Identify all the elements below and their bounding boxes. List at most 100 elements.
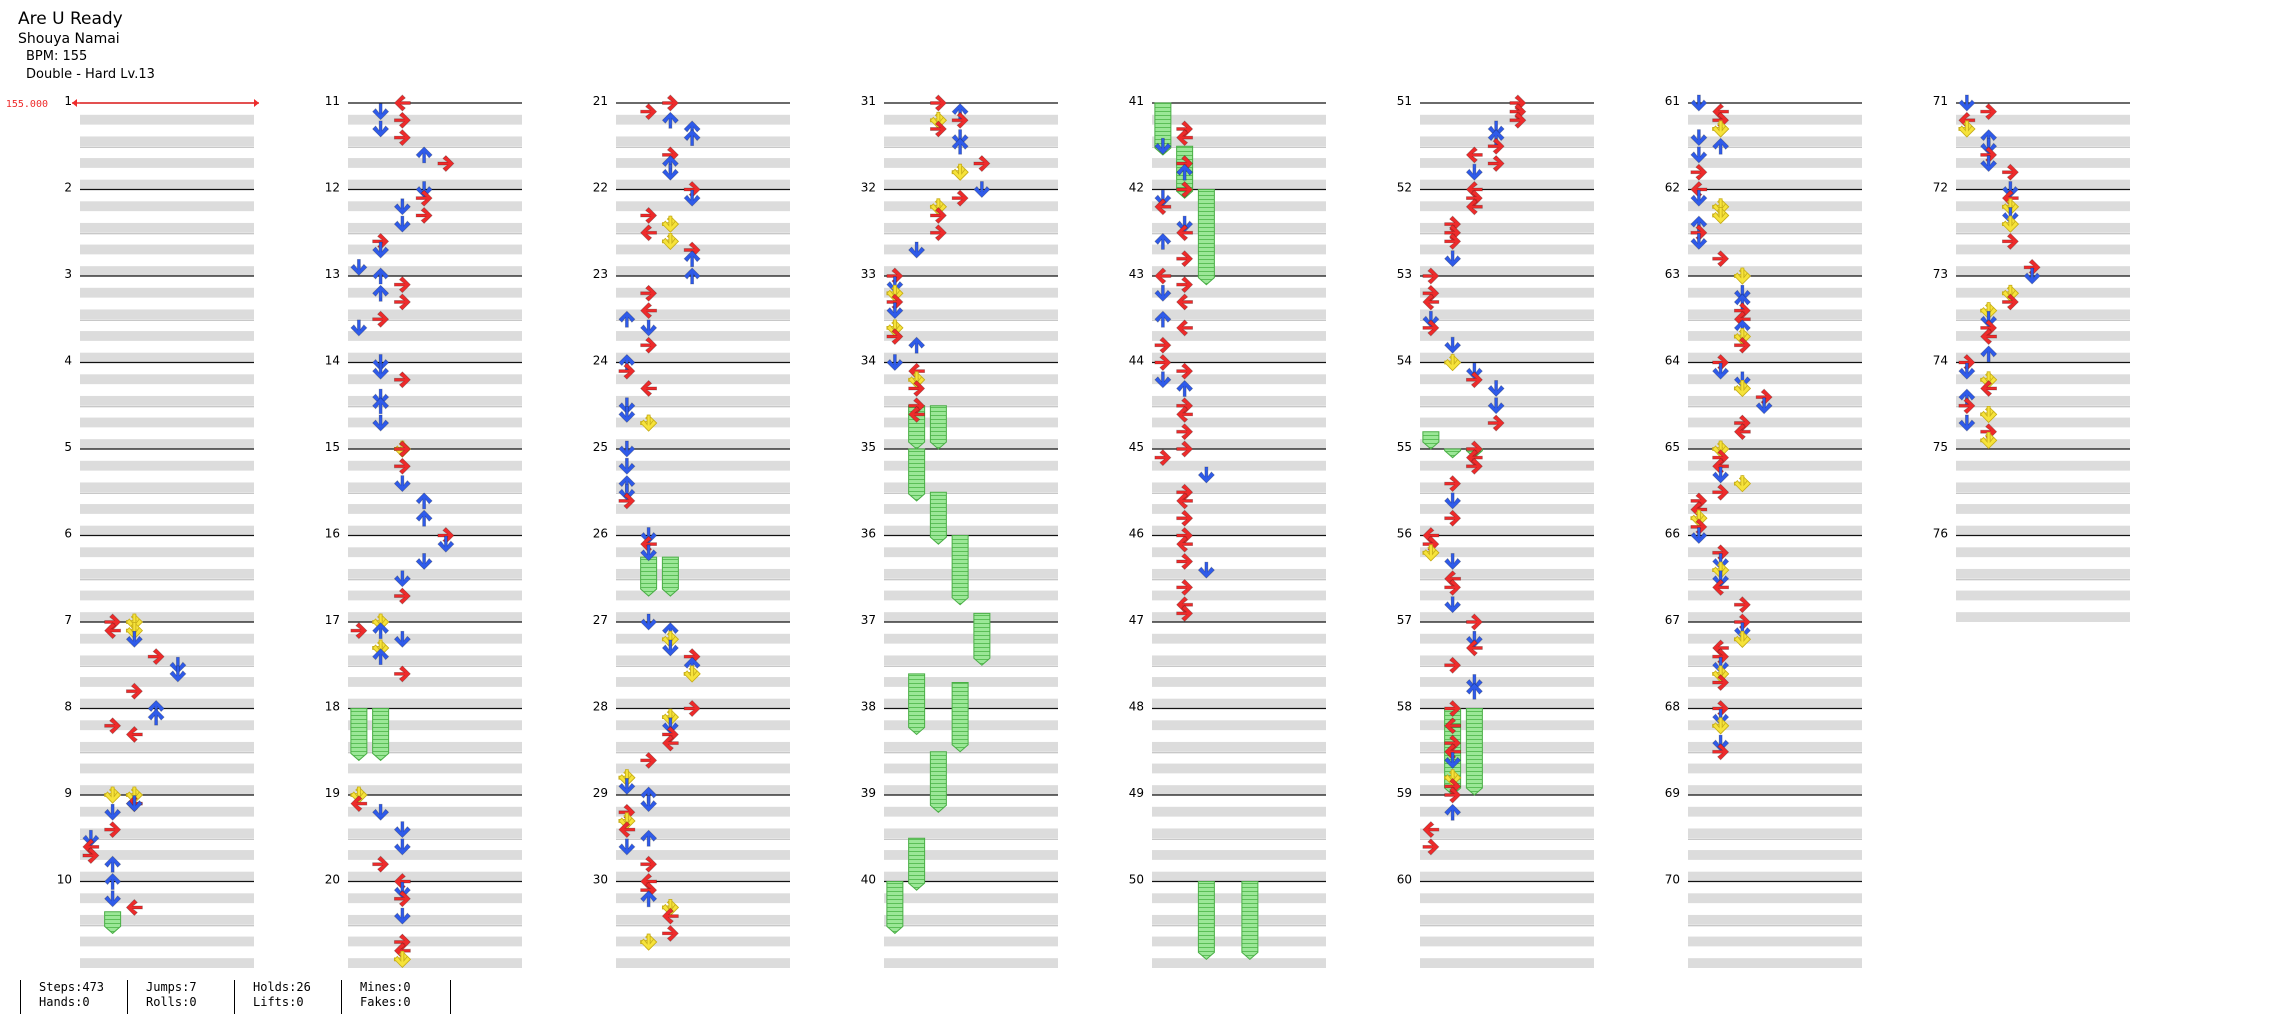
arrow-right-icon: [1733, 596, 1751, 614]
arrow-left-icon: [350, 795, 368, 813]
beat-band: [884, 590, 1058, 601]
arrow-down-icon: [372, 120, 390, 138]
hold-note: [973, 612, 991, 666]
arrow-down-icon: [169, 656, 187, 674]
arrow-down-icon: [2001, 207, 2019, 225]
beat-band: [1688, 806, 1862, 817]
arrow-right-icon: [393, 111, 411, 129]
beat-band: [616, 417, 790, 428]
beat-band: [1956, 179, 2130, 190]
beat-band: [1152, 222, 1326, 233]
beat-band: [1152, 633, 1326, 644]
measure-number: 71: [1933, 94, 1948, 108]
arrow-up-icon: [1444, 803, 1462, 821]
beat-band: [80, 460, 254, 471]
beat-band: [80, 179, 254, 190]
arrow-down-icon: [1690, 94, 1708, 112]
measure-number: 64: [1665, 354, 1680, 368]
arrow-down-icon: [661, 639, 679, 657]
beat-band: [80, 547, 254, 558]
beat-band: [80, 504, 254, 514]
beat-band: [616, 936, 790, 947]
measure-number: 18: [325, 700, 340, 714]
beat-band: [348, 352, 522, 363]
arrow-quarter-icon: [929, 111, 947, 129]
measure-number: 22: [593, 181, 608, 195]
measure-number: 47: [1129, 613, 1144, 627]
beat-band: [1688, 568, 1862, 579]
beat-band: [616, 698, 790, 709]
arrow-down-icon: [169, 665, 187, 683]
arrow-down-icon: [1444, 752, 1462, 769]
beat-band: [616, 914, 790, 925]
bpm-marker-left-icon: [72, 99, 77, 107]
beat-band: [1688, 590, 1862, 601]
beat-band: [616, 677, 790, 687]
beat-band: [1152, 158, 1326, 168]
beat-band: [884, 936, 1058, 947]
arrow-up-icon: [1176, 163, 1194, 181]
beat-band: [1688, 222, 1862, 233]
beat-band: [1956, 525, 2130, 536]
beat-band: [1152, 871, 1326, 882]
arrow-down-icon: [1733, 622, 1751, 640]
stat-line: Jumps:7: [146, 980, 197, 994]
arrow-right-icon: [393, 587, 411, 605]
beat-band: [348, 698, 522, 709]
arrow-down-icon: [640, 795, 658, 813]
measure-number: 30: [593, 873, 608, 887]
beat-band: [884, 741, 1058, 752]
beat-band: [1688, 179, 1862, 190]
beat-band: [348, 395, 522, 406]
beat-band: [1956, 504, 2130, 514]
measure-number: 54: [1397, 354, 1412, 368]
arrow-left-icon: [393, 94, 411, 112]
arrow-up-icon: [372, 284, 390, 302]
measure-number: 5: [64, 440, 72, 454]
beat-band: [884, 309, 1058, 320]
measure-number: 51: [1397, 94, 1412, 108]
beat-band: [1152, 936, 1326, 947]
beat-band: [1152, 850, 1326, 860]
beat-band: [616, 287, 790, 298]
beat-band: [348, 763, 522, 774]
measure-number: 16: [325, 527, 340, 541]
beat-band: [1688, 850, 1862, 860]
beat-band: [80, 698, 254, 709]
arrow-down-icon: [1712, 362, 1730, 380]
arrow-right-icon: [1712, 673, 1730, 692]
hold-note: [1154, 102, 1172, 156]
beat-band: [348, 179, 522, 190]
arrow-down-icon: [1712, 466, 1730, 484]
arrow-down-icon: [1690, 189, 1708, 207]
beat-band: [884, 763, 1058, 774]
beat-band: [1956, 201, 2130, 212]
beat-band: [348, 958, 522, 968]
beat-band: [80, 482, 254, 493]
beat-band: [348, 136, 522, 147]
beat-band: [1956, 266, 2130, 276]
beat-band: [1688, 741, 1862, 752]
beat-band: [616, 785, 790, 795]
beat-band: [1420, 266, 1594, 276]
arrow-down-icon: [372, 103, 390, 121]
beat-band: [80, 763, 254, 774]
arrow-left-icon: [1176, 319, 1194, 337]
measure-number: 17: [325, 613, 340, 627]
beat-band: [616, 352, 790, 363]
measure-number: 10: [57, 873, 72, 887]
arrow-up-icon: [908, 336, 926, 354]
arrow-down-icon: [951, 129, 969, 147]
measure-number: 7: [64, 613, 72, 627]
measure-number: 58: [1397, 700, 1412, 714]
beat-band: [1420, 720, 1594, 731]
beat-band: [1420, 331, 1594, 341]
arrow-right-icon: [393, 440, 411, 458]
beat-band: [1420, 309, 1594, 320]
beat-band: [884, 893, 1058, 904]
arrow-up-icon: [640, 890, 658, 908]
measure-number: 24: [593, 354, 608, 368]
arrow-down-icon: [1422, 310, 1440, 328]
arrow-right-icon: [1444, 509, 1462, 527]
arrow-up-icon: [147, 708, 165, 726]
